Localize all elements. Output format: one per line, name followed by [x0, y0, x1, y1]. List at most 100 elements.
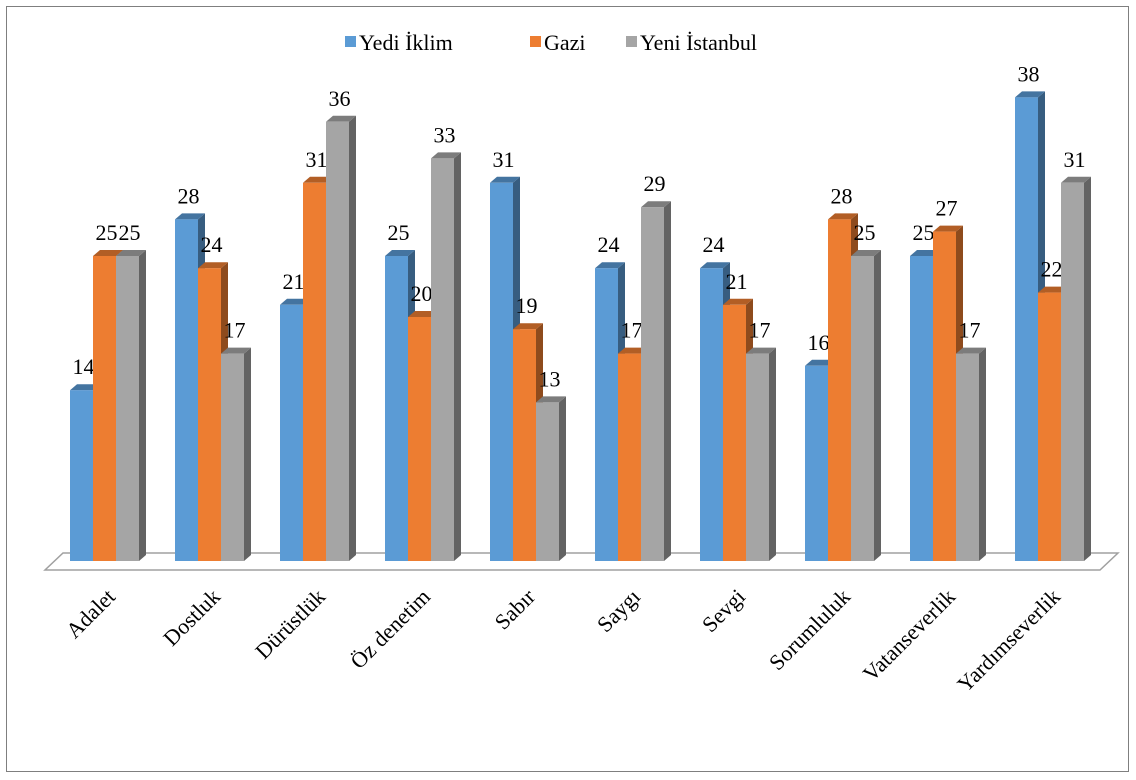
data-label: 22: [1041, 257, 1063, 282]
data-label: 13: [539, 366, 561, 391]
data-label: 25: [96, 220, 118, 245]
bar-front: [385, 256, 408, 561]
data-label: 17: [749, 318, 771, 343]
bar-top: [116, 250, 146, 256]
bar-front: [408, 317, 431, 561]
legend-swatch: [626, 36, 637, 47]
data-label: 21: [283, 269, 305, 294]
data-label: 31: [306, 147, 328, 172]
data-label: 17: [224, 318, 246, 343]
bar-side: [454, 152, 461, 561]
data-label: 24: [201, 232, 223, 257]
bar-front: [93, 256, 116, 561]
bar-top: [490, 176, 520, 183]
data-label: 29: [644, 171, 666, 196]
legend-swatch: [530, 36, 541, 47]
bar-front: [1015, 97, 1038, 562]
bar: [956, 347, 986, 561]
bar-front: [116, 256, 139, 561]
bar-top: [303, 176, 333, 183]
data-label: 31: [1064, 147, 1086, 172]
bar-side: [1084, 176, 1091, 562]
bar-top: [641, 201, 671, 208]
bar-top: [956, 347, 986, 354]
bar-front: [910, 256, 933, 561]
bar-top: [280, 298, 310, 305]
legend-label: Yedi İklim: [359, 30, 453, 55]
bar-top: [828, 213, 858, 220]
bar-top: [805, 359, 835, 366]
data-label: 17: [621, 318, 643, 343]
bar-top: [1061, 176, 1091, 183]
bar-front: [1061, 182, 1084, 562]
bar: [1061, 176, 1091, 562]
bar-top: [618, 347, 648, 354]
bar-front: [198, 268, 221, 561]
bar-front: [956, 353, 979, 561]
bar: [851, 250, 881, 561]
bar-top: [851, 250, 881, 256]
data-label: 31: [493, 147, 515, 172]
bar-top: [175, 213, 205, 220]
data-label: 17: [959, 318, 981, 343]
bar-top: [93, 250, 123, 256]
bar-top: [70, 384, 100, 391]
bar-top: [700, 262, 730, 269]
data-label: 20: [411, 281, 433, 306]
bar: [326, 115, 356, 562]
bar-top: [723, 298, 753, 305]
bar-top: [408, 311, 438, 317]
bar-side: [979, 347, 986, 561]
bar-side: [244, 347, 251, 561]
bar-front: [175, 219, 198, 561]
bar-front: [641, 207, 664, 561]
bar-side: [559, 396, 566, 561]
bar-front: [431, 158, 454, 561]
bar-side: [139, 250, 146, 561]
bar-front: [933, 231, 956, 561]
data-label: 25: [119, 220, 141, 245]
data-label: 24: [703, 232, 725, 257]
bar-top: [910, 250, 940, 256]
bar-front: [536, 402, 559, 561]
bar-front: [326, 121, 349, 562]
bar-front: [618, 353, 641, 561]
bar: [221, 347, 251, 561]
bar-front: [851, 256, 874, 561]
bar-top: [1015, 91, 1045, 98]
bar: [641, 201, 671, 561]
bar-top: [221, 347, 251, 354]
bar-front: [805, 365, 828, 561]
data-label: 14: [73, 354, 95, 379]
bar-front: [280, 304, 303, 561]
data-label: 28: [178, 183, 200, 208]
data-label: 27: [936, 196, 958, 221]
data-label: 19: [516, 293, 538, 318]
bar-top: [933, 225, 963, 232]
bar-front: [303, 182, 326, 562]
data-label: 38: [1018, 61, 1040, 86]
bar-top: [385, 250, 415, 256]
bar-top: [746, 347, 776, 354]
bar-front: [513, 329, 536, 561]
legend-swatch: [345, 36, 356, 47]
bar-side: [664, 201, 671, 561]
bar-top: [198, 262, 228, 269]
bar-front: [746, 353, 769, 561]
bar-front: [490, 182, 513, 562]
data-label: 25: [854, 220, 876, 245]
bar-top: [431, 152, 461, 159]
legend-label: Yeni İstanbul: [640, 30, 757, 55]
bar-front: [70, 390, 93, 561]
bar-front: [723, 304, 746, 561]
bar: [746, 347, 776, 561]
data-label: 33: [434, 122, 456, 147]
data-label: 25: [913, 220, 935, 245]
data-label: 16: [808, 330, 830, 355]
legend-label: Gazi: [544, 30, 586, 55]
legend: Yedi İklim Gazi Yeni İstanbul: [345, 30, 757, 55]
bar-side: [769, 347, 776, 561]
data-label: 21: [726, 269, 748, 294]
bar: [536, 396, 566, 561]
